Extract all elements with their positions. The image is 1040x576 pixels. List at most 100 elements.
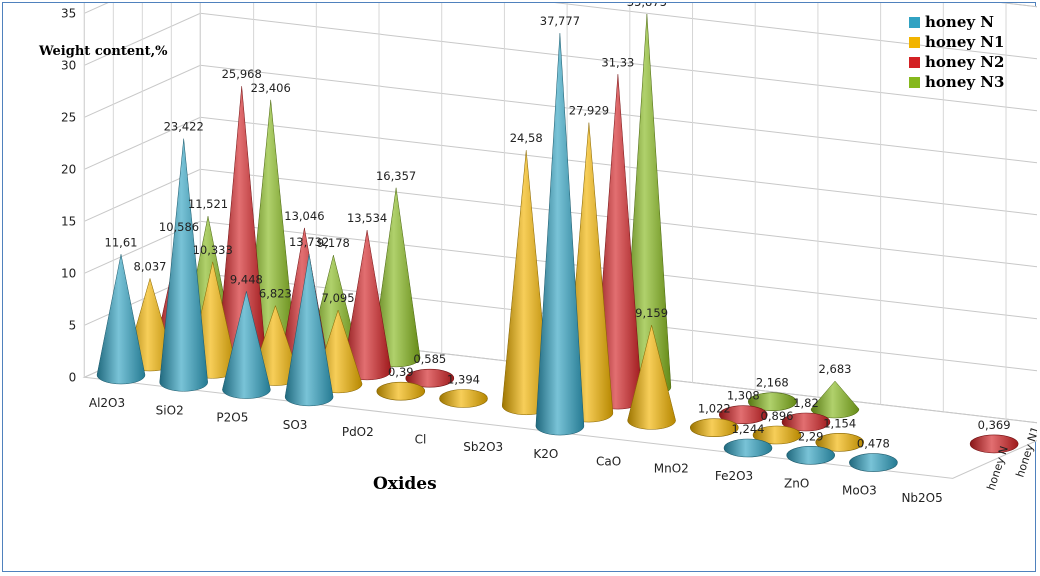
legend-label: honey N1 [925,33,1004,51]
data-label: 2,168 [756,376,789,390]
data-label: 1,394 [447,373,480,387]
cone-body [159,138,208,392]
cone-honey-n2-pdo2 [405,368,455,388]
data-label: 6,823 [259,287,292,301]
cone-honey-n-moo3 [849,453,898,472]
cone-honey-n2-nb2o5 [969,434,1019,454]
cone-chart: 0510152025303540 Weight content,% 11,521… [38,3,1037,505]
y-tick-label: 25 [61,110,76,124]
y-axis: 0510152025303540 [61,6,77,384]
cone-body [222,291,271,399]
data-labels: 11,521 23,406 9,178 16,357 35,875 2,168 2,683 1… [105,3,1011,451]
legend-label: honey N2 [925,53,1004,71]
cones [96,13,1019,472]
cone-honey-n-zno [786,445,836,465]
legend-label: honey N3 [925,73,1004,91]
cone-honey-n2-mno2 [718,405,768,425]
category-label: SiO2 [156,403,184,417]
data-label: 13,046 [284,209,324,223]
cone-body [96,254,146,385]
category-label: Nb2O5 [901,491,942,505]
data-label: 31,33 [601,55,634,69]
category-label: P2O5 [216,411,248,425]
data-label: 0,478 [857,437,890,451]
category-label: Sb2O3 [463,440,503,454]
category-label: Cl [415,433,427,447]
y-tick-label: 10 [61,266,76,280]
data-label: 1,244 [732,422,765,436]
legend: honey N honey N1 honey N2 honey N3 [909,13,1004,91]
cone-honey-n1-cl [439,389,488,408]
data-label: 2,683 [819,362,852,376]
category-label: ZnO [784,476,809,490]
legend-label: honey N [925,13,994,31]
cone-honey-n1-pdo2 [376,381,426,401]
data-label: 1,308 [727,389,760,403]
y-tick-label: 20 [61,162,76,176]
legend-swatch [909,77,920,88]
data-label: 1,82 [793,396,819,410]
data-label: 1,154 [823,416,856,430]
cone-body [284,254,334,407]
cone-body [627,325,676,430]
category-label: MoO3 [842,484,877,498]
y-axis-title: Weight content,% [38,44,168,59]
cone-honey-n1-fe2o3 [752,425,802,445]
y-tick-label: 35 [61,6,76,20]
x-axis-categories: Al2O3 SiO2 P2O5 SO3 PdO2 Cl Sb2O3 K2O CaO MnO2 Fe2… [89,396,943,505]
data-label: 23,406 [251,81,291,95]
data-label: 10,586 [159,220,199,234]
data-label: 9,448 [230,272,263,286]
category-label: Fe2O3 [715,469,753,483]
data-label: 13,534 [347,211,387,225]
data-label: 27,929 [569,104,609,118]
category-label: K2O [533,447,558,461]
legend-swatch [909,17,920,28]
cone-honey-n1-mno2 [689,418,739,438]
cone-honey-n-fe2o3 [723,438,773,458]
cone-honey-n-p2o5 [222,291,271,399]
y-tick-label: 5 [69,318,77,332]
data-label: 11,521 [188,197,228,211]
data-label: 9,178 [317,236,350,250]
cone-honey-n-k2o [535,33,585,436]
cone-honey-n-so3 [284,254,334,407]
cone-honey-n3-fe2o3 [810,380,860,419]
gridline [84,3,1037,60]
cone-honey-n1-cao [627,325,676,430]
data-label: 0,896 [761,409,794,423]
cone-honey-n-sio2 [159,138,208,392]
category-label: PdO2 [342,425,374,439]
y-tick-label: 30 [61,58,76,72]
legend-swatch [909,37,920,48]
data-label: 11,61 [105,235,138,249]
cone-honey-n-al2o3 [96,254,146,385]
category-label: CaO [596,454,621,468]
data-label: 10,333 [193,243,233,257]
y-tick-label: 15 [61,214,76,228]
data-label: 25,968 [222,67,262,81]
cone-body [535,33,585,436]
data-label: 0,369 [978,418,1011,432]
category-label: SO3 [283,418,308,432]
x-axis-title: Oxides [373,474,437,494]
cone-honey-n1-zno [815,432,865,452]
data-label: 2,29 [798,429,824,443]
y-tick-label: 0 [69,370,77,384]
data-label: 7,095 [322,291,355,305]
data-label: 1,022 [698,402,731,416]
category-label: Al2O3 [89,396,125,410]
data-label: 9,159 [635,306,668,320]
data-label: 16,357 [376,169,416,183]
category-label: MnO2 [654,462,689,476]
cone-body [810,380,860,419]
data-label: 8,037 [134,259,167,273]
cone-honey-n2-fe2o3 [781,412,831,432]
legend-swatch [909,57,920,68]
data-label: 13,732 [289,235,329,249]
data-label: 35,875 [627,3,667,9]
data-label: 0,585 [413,352,446,366]
data-label: 24,58 [510,131,543,145]
data-label: 23,422 [164,120,204,134]
